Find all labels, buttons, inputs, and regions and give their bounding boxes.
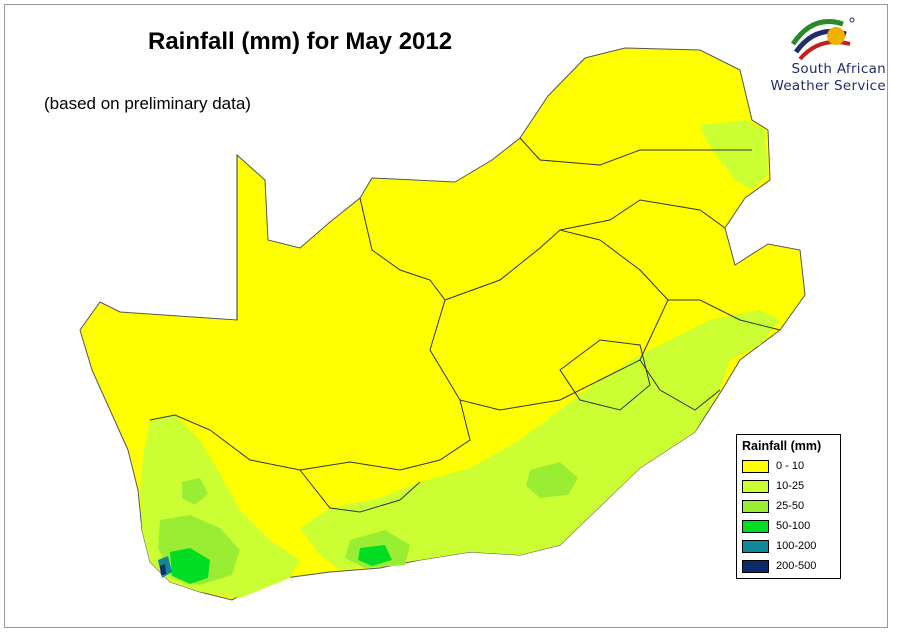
rain-zone-25-50-interior <box>526 462 578 498</box>
legend-swatch <box>742 520 769 533</box>
legend-item: 25-50 <box>742 499 838 515</box>
legend-item: 100-200 <box>742 539 838 555</box>
legend-swatch <box>742 480 769 493</box>
legend-label: 200-500 <box>776 560 817 572</box>
legend-label: 100-200 <box>776 540 817 552</box>
legend-label: 0 - 10 <box>776 460 805 472</box>
legend-item: 200-500 <box>742 559 838 575</box>
legend-swatch <box>742 500 769 513</box>
rain-zone-10-25-east <box>300 310 780 570</box>
map-title: Rainfall (mm) for May 2012 <box>148 28 453 55</box>
logo-text-line2: Weather Service <box>770 78 886 94</box>
legend-item: 0 - 10 <box>742 459 838 475</box>
rain-zone-10-25-north <box>700 120 768 190</box>
logo-text-line1: South African <box>791 61 886 77</box>
legend: Rainfall (mm) 0 - 10 10-25 25-50 50-100 … <box>736 434 841 579</box>
rain-zone-25-50-northwest <box>182 478 208 505</box>
legend-swatch <box>742 540 769 553</box>
legend-item: 10-25 <box>742 479 838 495</box>
legend-item: 50-100 <box>742 519 838 535</box>
legend-swatch <box>742 560 769 573</box>
legend-swatch <box>742 460 769 473</box>
map-subtitle: (based on preliminary data) <box>44 94 251 113</box>
legend-title: Rainfall (mm) <box>742 439 822 453</box>
rain-zone-50-100-south <box>358 545 392 566</box>
map-frame <box>4 4 888 628</box>
rain-zone-50-100-cape <box>170 548 210 584</box>
rain-zone-200-500-cape <box>160 564 166 575</box>
legend-label: 25-50 <box>776 500 805 512</box>
legend-label: 10-25 <box>776 480 805 492</box>
legend-label: 50-100 <box>776 520 811 532</box>
province-boundaries <box>149 137 781 513</box>
saws-emblem-icon <box>790 17 855 61</box>
saws-logo: South African Weather Service <box>758 14 886 98</box>
